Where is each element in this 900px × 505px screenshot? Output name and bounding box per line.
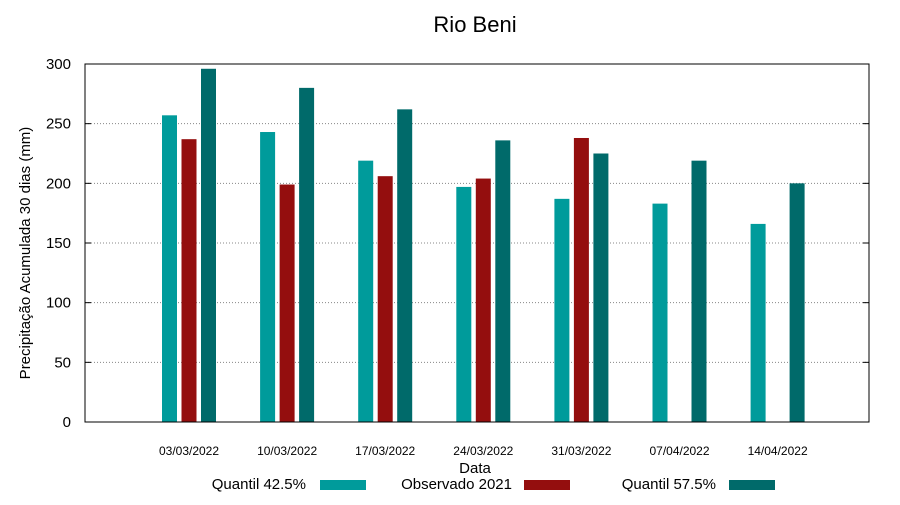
bars [162, 68, 805, 423]
bar-3-7 [789, 183, 805, 422]
y-tick-label: 100 [46, 295, 71, 312]
bar-3-4 [495, 140, 511, 422]
bar-3-2 [299, 87, 315, 422]
legend-label: Quantil 42.5% [212, 476, 306, 493]
x-tick-label: 24/03/2022 [453, 444, 513, 458]
y-axis-ticks: 0 50 100 150 200 250 300 [46, 56, 869, 431]
bar-1-5 [554, 198, 570, 422]
legend-swatch [320, 480, 366, 490]
bar-2-2 [279, 184, 295, 422]
x-tick-label: 07/04/2022 [649, 444, 709, 458]
y-tick-label: 150 [46, 235, 71, 252]
x-tick-label: 10/03/2022 [257, 444, 317, 458]
legend-label: Quantil 57.5% [622, 476, 716, 493]
x-axis-ticks: 03/03/2022 10/03/2022 17/03/2022 24/03/2022… [159, 444, 808, 458]
legend: Quantil 42.5% Observado 2021 Quantil 57.5% [212, 476, 775, 493]
legend-label: Observado 2021 [401, 476, 512, 493]
chart-title: Rio Beni [433, 12, 516, 37]
bar-3-3 [397, 109, 413, 422]
x-axis-label: Data [459, 460, 491, 477]
x-tick-label: 03/03/2022 [159, 444, 219, 458]
bar-2-1 [181, 139, 197, 422]
bar-2-5 [573, 137, 589, 422]
y-tick-label: 200 [46, 175, 71, 192]
bar-1-1 [162, 115, 177, 423]
bar-3-6 [691, 160, 707, 422]
legend-swatch [729, 480, 775, 490]
bar-3-5 [593, 153, 609, 422]
bar-3-1 [201, 68, 216, 423]
x-tick-label: 31/03/2022 [551, 444, 611, 458]
bar-1-3 [358, 160, 374, 422]
y-tick-label: 50 [54, 354, 71, 371]
y-axis-label: Precipitação Acumulada 30 dias (mm) [17, 127, 34, 380]
bar-2-4 [475, 178, 491, 422]
x-tick-label: 14/04/2022 [748, 444, 808, 458]
y-tick-label: 300 [46, 56, 71, 73]
bar-1-2 [260, 132, 276, 422]
bar-1-6 [652, 203, 668, 422]
y-tick-label: 250 [46, 116, 71, 133]
bar-1-7 [750, 223, 766, 422]
bar-2-3 [377, 176, 393, 422]
y-tick-label: 0 [63, 414, 71, 431]
x-tick-label: 17/03/2022 [355, 444, 415, 458]
bar-1-4 [456, 186, 472, 422]
legend-swatch [524, 480, 570, 490]
